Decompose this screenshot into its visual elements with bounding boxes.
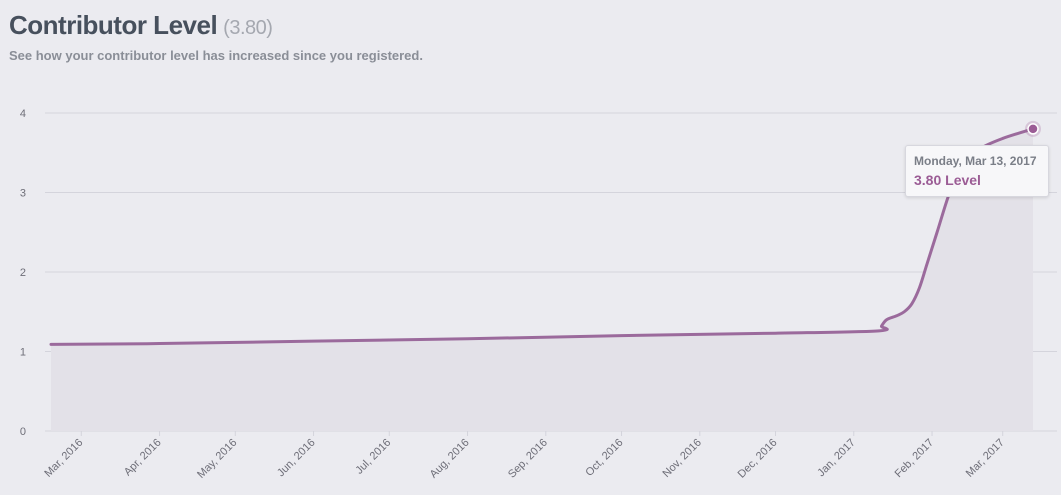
x-tick-label: Feb, 2017 <box>893 437 937 481</box>
x-tick-label: Apr, 2016 <box>122 437 164 479</box>
title-text: Contributor Level <box>9 10 218 40</box>
series-path[interactable] <box>49 127 1035 346</box>
tooltip-value: 3.80 Level <box>914 172 981 188</box>
y-tick-label: 1 <box>20 347 26 359</box>
y-tick-label: 3 <box>20 188 26 200</box>
x-tick-label: Sep, 2016 <box>506 437 550 481</box>
y-tick-label: 2 <box>20 267 26 279</box>
x-tick-label: Oct, 2016 <box>583 437 625 479</box>
x-axis: Mar, 2016 Apr, 2016 May, 2016 Jun, 2016 Jul,… <box>42 431 1007 481</box>
y-tick-label: 4 <box>20 108 26 120</box>
x-tick-label: Jun, 2016 <box>275 437 318 480</box>
x-tick-label: Nov, 2016 <box>661 437 704 480</box>
x-tick-label: Aug, 2016 <box>428 437 472 481</box>
x-tick-label: May, 2016 <box>195 437 239 481</box>
x-tick-label: Mar, 2016 <box>42 437 85 480</box>
page-title: Contributor Level (3.80) <box>9 9 423 44</box>
x-tick-label: Jan, 2017 <box>815 437 858 480</box>
area-fill <box>51 128 1033 431</box>
level-badge: (3.80) <box>223 17 273 39</box>
y-tick-label: 0 <box>20 426 26 438</box>
data-tooltip: Monday, Mar 13, 2017 3.80 Level <box>905 145 1049 197</box>
x-tick-label: Mar, 2017 <box>964 437 1007 480</box>
series-line[interactable] <box>49 120 1041 346</box>
x-tick-label: Dec, 2016 <box>736 437 780 481</box>
data-point-marker[interactable] <box>1027 123 1039 135</box>
chart-header: Contributor Level (3.80) See how your con… <box>9 9 423 63</box>
page-subtitle: See how your contributor level has incre… <box>9 48 423 63</box>
y-axis: 0 1 2 3 4 <box>20 108 26 438</box>
area-path <box>51 128 1033 431</box>
x-tick-label: Jul, 2016 <box>353 437 393 477</box>
tooltip-date: Monday, Mar 13, 2017 <box>914 154 1037 168</box>
